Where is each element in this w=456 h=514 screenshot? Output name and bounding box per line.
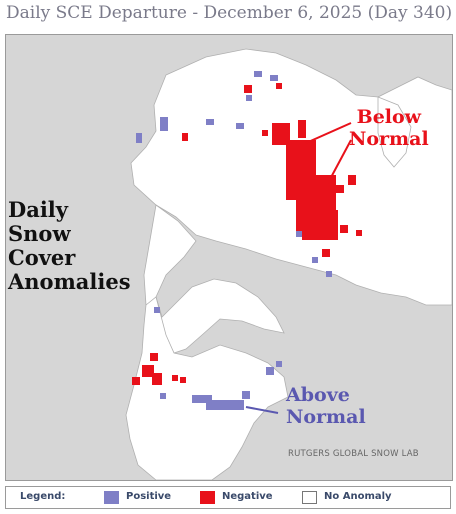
- negative-label: Negative: [222, 491, 273, 502]
- north-america-landmass: [125, 296, 289, 480]
- caption-line: Snow: [8, 221, 71, 247]
- legend: Legend: Positive Negative No Anomaly: [5, 486, 451, 509]
- positive-anomaly-cells: [136, 71, 332, 410]
- below-normal-pointer-2: [327, 139, 352, 184]
- above-normal-line: Normal: [286, 405, 366, 428]
- negative-anomaly-cells: [132, 83, 362, 385]
- map-canvas: [6, 35, 452, 480]
- page-title: Daily SCE Departure - December 6, 2025 (…: [6, 3, 453, 23]
- no-anomaly-swatch: [302, 491, 317, 504]
- caption-line: Cover: [8, 245, 76, 271]
- snow-anomaly-map: Daily Snow Cover Anomalies Below Normal …: [5, 34, 453, 481]
- negative-swatch: [200, 491, 215, 504]
- caption-line: Daily: [8, 197, 68, 222]
- below-normal-pointer: [305, 122, 352, 144]
- above-normal-label: Above Normal: [286, 384, 366, 429]
- positive-label: Positive: [126, 491, 172, 502]
- below-normal-line: Below: [356, 106, 422, 128]
- below-normal-line: Normal: [349, 127, 429, 150]
- map-credit: RUTGERS GLOBAL SNOW LAB: [288, 449, 419, 459]
- no-anomaly-label: No Anomaly: [324, 491, 392, 502]
- caption-line: Anomalies: [8, 269, 131, 295]
- below-normal-label: Below Normal: [349, 106, 429, 151]
- legend-title: Legend:: [20, 491, 66, 502]
- above-normal-pointer: [245, 406, 279, 414]
- above-normal-line: Above: [286, 384, 350, 406]
- scandinavia: [377, 96, 412, 168]
- map-caption: Daily Snow Cover Anomalies: [8, 197, 131, 295]
- positive-swatch: [104, 491, 119, 504]
